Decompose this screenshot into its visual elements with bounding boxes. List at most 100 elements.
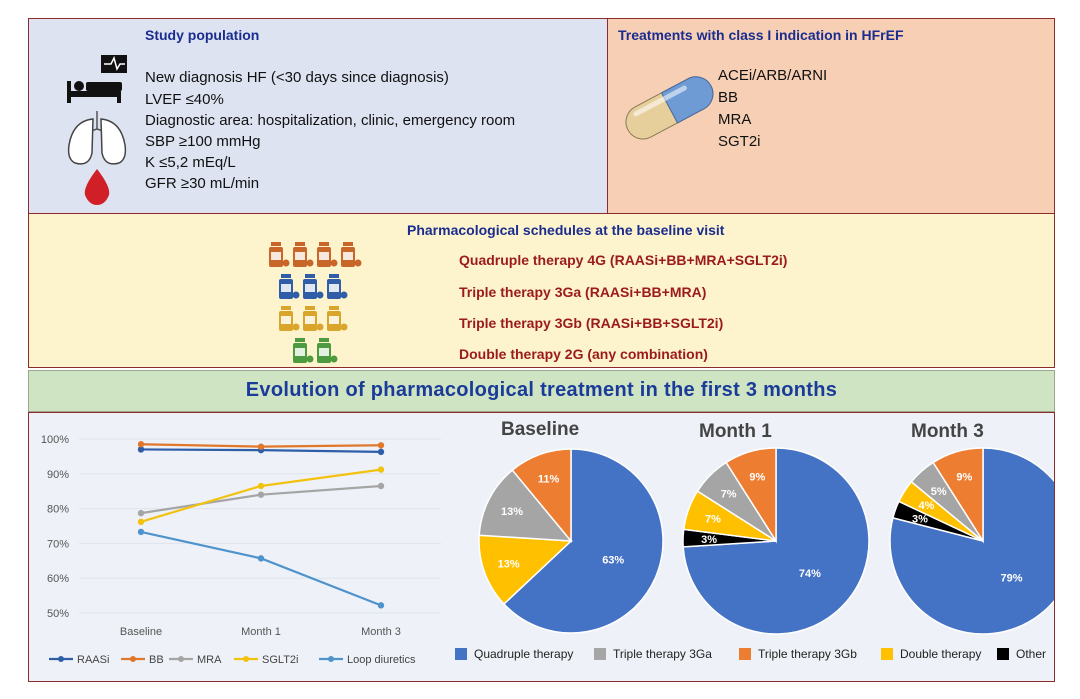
study-population-panel: Study population New diagnosis HF (<30 d…: [28, 18, 608, 214]
pie-title-month1: Month 1: [699, 421, 772, 442]
pie-legend-label: Quadruple therapy: [474, 647, 574, 661]
schedule-quadruple: Quadruple therapy 4G (RAASi+BB+MRA+SGLT2…: [459, 252, 788, 268]
legend-swatch: [997, 648, 1009, 660]
series-point: [137, 518, 145, 526]
pill-bottle-icon: [293, 242, 314, 267]
pie-title-month3: Month 3: [911, 421, 984, 442]
legend-swatch: [881, 648, 893, 660]
pie-legend-label: Triple therapy 3Ga: [613, 647, 712, 661]
hospital-bed-icon: [67, 55, 127, 103]
pie-slice-label: 3%: [701, 534, 717, 546]
study-item-diagnosis: New diagnosis HF (<30 days since diagnos…: [145, 69, 449, 86]
legend-label: MRA: [197, 654, 222, 666]
x-tick-label: Baseline: [120, 626, 162, 638]
pie-slice-label: 11%: [538, 474, 560, 486]
pie-slice-label: 63%: [602, 554, 624, 566]
series-point: [377, 442, 385, 449]
y-tick-label: 90%: [47, 469, 69, 481]
pie-legend-label: Triple therapy 3Gb: [758, 647, 857, 661]
pie-legend-item: Other: [997, 647, 1046, 661]
schedule-triple-a: Triple therapy 3Ga (RAASi+BB+MRA): [459, 284, 707, 300]
pie-slice-label: 79%: [1000, 573, 1022, 585]
series-point: [257, 482, 265, 490]
legend-marker: [178, 656, 184, 662]
series-point: [257, 555, 265, 562]
pie-slice-label: 7%: [721, 489, 737, 501]
pie-slice: [478, 534, 573, 606]
pie-slice-label: 9%: [749, 472, 765, 484]
treatments-panel: Treatments with class I indication in HF…: [607, 18, 1055, 214]
treatment-sglt2i: SGT2i: [718, 133, 761, 150]
pill-bottle-icon: [293, 338, 314, 363]
lungs-icon: [67, 111, 127, 165]
pie-legend-label: Other: [1016, 647, 1047, 661]
pill-bottle-icon: [327, 274, 348, 299]
pie-slice-label: 74%: [799, 568, 821, 580]
evolution-banner: Evolution of pharmacological treatment i…: [28, 370, 1055, 412]
y-tick-label: 50%: [47, 608, 69, 620]
study-item-gfr: GFR ≥30 mL/min: [145, 175, 260, 192]
pie-legend-item: Double therapy: [881, 647, 981, 661]
capsule-icon: [625, 76, 714, 140]
pie-title-baseline: Baseline: [501, 419, 580, 440]
series-point: [137, 528, 145, 536]
pie-slice-label: 3%: [912, 513, 928, 525]
legend-marker: [328, 656, 334, 662]
pill-bottle-icon: [279, 306, 300, 331]
pie-slice: [502, 448, 664, 634]
treatment-acei: ACEi/ARB/ARNI: [718, 67, 828, 84]
y-tick-label: 70%: [47, 538, 69, 550]
pie-slice-label: 13%: [501, 506, 523, 518]
legend-label: RAASi: [77, 654, 109, 666]
pill-bottle-icon: [317, 338, 338, 363]
x-tick-label: Month 3: [361, 626, 401, 638]
pie-slice: [511, 448, 572, 544]
pill-bottle-icon: [341, 242, 362, 267]
legend-label: BB: [149, 654, 164, 666]
pie-legend-item: Triple therapy 3Gb: [739, 647, 857, 661]
legend-marker: [130, 656, 136, 662]
series-point: [377, 466, 385, 473]
series-point: [137, 509, 145, 517]
schedule-triple-b: Triple therapy 3Gb (RAASi+BB+SGLT2i): [459, 315, 724, 331]
pie-slice-label: 5%: [931, 486, 947, 498]
pie-slice-label: 13%: [498, 558, 520, 570]
pie-slice-label: 7%: [705, 513, 721, 525]
pill-bottle-icon: [317, 242, 338, 267]
legend-label: SGLT2i: [262, 654, 298, 666]
pill-bottle-icon: [303, 274, 324, 299]
pie-slice-label: 4%: [919, 500, 935, 512]
pie-slice: [889, 447, 1054, 635]
series-point: [377, 482, 385, 490]
series-point: [377, 448, 385, 456]
evolution-title: Evolution of pharmacological treatment i…: [245, 379, 838, 401]
pie-legend-label: Double therapy: [900, 647, 982, 661]
legend-marker: [58, 656, 64, 662]
legend-swatch: [739, 648, 751, 660]
legend-marker: [243, 656, 249, 662]
series-point: [257, 491, 265, 498]
treatments-title: Treatments with class I indication in HF…: [618, 27, 904, 43]
pill-bottle-icon: [327, 306, 348, 331]
pie-legend-item: Quadruple therapy: [455, 647, 573, 661]
study-icons: [67, 55, 127, 205]
series-point: [257, 443, 265, 450]
pie-slice-label: 9%: [956, 472, 972, 484]
treatment-bb: BB: [718, 89, 739, 106]
study-item-potassium: K ≤5,2 mEq/L: [145, 154, 236, 171]
y-tick-label: 80%: [47, 504, 69, 516]
pie-slice: [932, 447, 984, 544]
y-tick-label: 60%: [47, 573, 69, 585]
schedules-title: Pharmacological schedules at the baselin…: [407, 222, 725, 238]
legend-swatch: [594, 648, 606, 660]
pie-slice: [478, 469, 573, 542]
pill-bottles-icon: [269, 242, 362, 363]
study-item-sbp: SBP ≥100 mmHg: [145, 133, 261, 150]
pill-bottle-icon: [303, 306, 324, 331]
treatment-mra: MRA: [718, 111, 752, 128]
series-point: [377, 602, 385, 609]
x-tick-label: Month 1: [241, 626, 281, 638]
y-tick-label: 100%: [41, 434, 69, 446]
legend-label: Loop diuretics: [347, 654, 416, 666]
series-point: [137, 446, 145, 453]
